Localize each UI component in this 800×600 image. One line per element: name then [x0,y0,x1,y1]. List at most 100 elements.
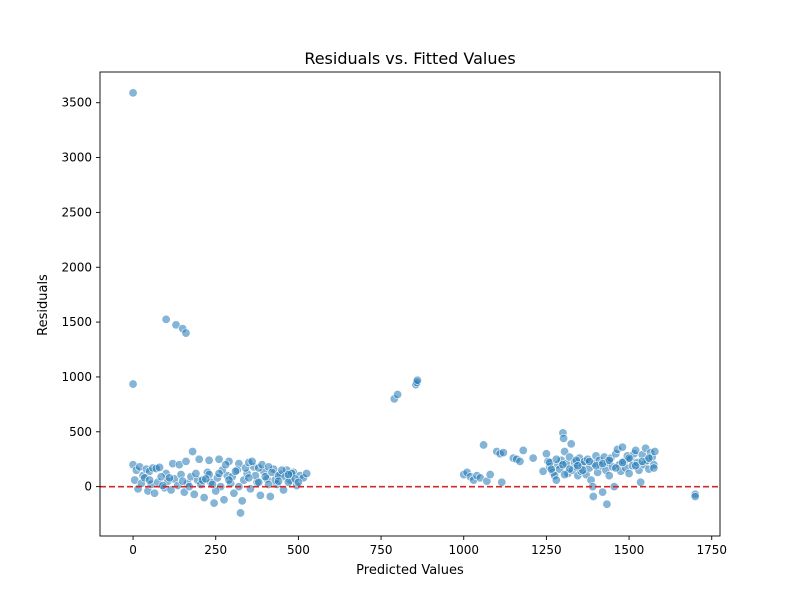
y-tick-label: 2000 [61,260,92,274]
data-point [236,508,246,518]
data-point [209,498,219,508]
data-point [584,456,594,466]
data-point [237,496,247,506]
chart-title: Residuals vs. Fitted Values [304,49,515,68]
data-point [265,492,275,502]
data-point [485,470,495,480]
data-point [189,489,199,499]
plot-frame [99,71,721,537]
data-point [219,495,229,505]
data-point [636,477,646,487]
x-tick-label: 1750 [696,543,727,557]
data-point [171,320,181,330]
data-point [181,456,191,466]
data-point [551,475,561,485]
data-point [181,328,191,338]
data-point [559,433,569,443]
data-point [199,493,209,503]
axes: 0 250 500 750 1000 1250 1500 1750 0 500 1000 1500 20… [61,71,727,557]
y-tick-label: 1000 [61,370,92,384]
x-tick-label: 1000 [448,543,479,557]
data-point [128,88,138,98]
data-point [497,477,507,487]
data-point [538,466,548,476]
data-point [229,488,239,498]
data-point [164,473,174,483]
x-tick-label: 250 [204,543,227,557]
data-point [255,490,265,500]
data-point [412,375,422,385]
data-point [602,499,612,509]
data-point [479,440,489,450]
data-point [515,456,525,466]
data-point [214,454,224,464]
data-point [631,461,641,471]
data-point [573,461,583,471]
data-point [254,477,264,487]
y-tick-label: 3500 [61,96,92,110]
data-point [155,462,165,472]
x-axis-label: Predicted Values [356,563,464,578]
x-tick-label: 750 [370,543,393,557]
data-point [631,445,641,455]
y-tick-label: 3000 [61,151,92,165]
data-point [194,454,204,464]
data-point [204,455,214,465]
data-point [158,481,168,491]
data-point [604,471,614,481]
data-point [260,472,270,482]
data-point [244,473,254,483]
data-point [617,458,627,468]
data-point [598,487,608,497]
data-point [161,314,171,324]
x-tick-label: 1500 [614,543,645,557]
data-point [541,449,551,459]
y-tick-label: 0 [84,480,92,494]
y-tick-label: 2500 [61,205,92,219]
data-point [279,485,289,495]
data-point [150,488,160,498]
data-point [558,460,568,470]
data-point [644,453,654,463]
data-point [518,445,528,455]
data-point [145,475,155,485]
data-point [588,492,598,502]
data-point [201,474,211,484]
data-point [166,485,176,495]
data-point [498,448,508,458]
data-point [624,453,634,463]
x-tick-label: 500 [287,543,310,557]
data-point [247,456,257,466]
data-point [604,455,614,465]
y-axis-label: Residuals [36,274,51,336]
data-point [128,379,138,389]
data-point [283,470,293,480]
x-tick-label: 1250 [531,543,562,557]
data-point [551,454,561,464]
y-tick-label: 1500 [61,315,92,329]
data-point [231,466,241,476]
data-point [528,453,538,463]
data-point [274,476,284,486]
y-tick-label: 500 [69,425,92,439]
data-point [546,464,556,474]
data-point [650,447,660,457]
data-points [128,88,700,518]
data-point [178,476,188,486]
data-point [214,468,224,478]
data-point [393,389,403,399]
x-tick-label: 0 [129,543,137,557]
data-point [221,460,231,470]
data-point [560,470,570,480]
data-point [191,468,201,478]
data-point [293,477,303,487]
data-point [690,492,700,502]
data-point [611,463,621,473]
data-point [224,475,234,485]
data-point [624,468,634,478]
data-point [188,447,198,457]
data-point [302,468,312,478]
data-point [617,442,627,452]
